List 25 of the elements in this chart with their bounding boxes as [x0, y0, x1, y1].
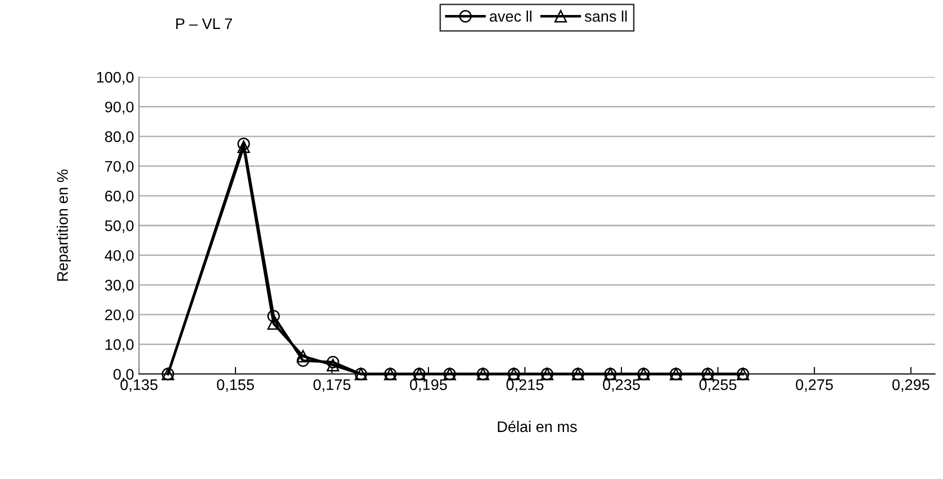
y-tick-label: 40,0 — [104, 250, 134, 263]
y-tick-label: 80,0 — [105, 131, 134, 144]
x-tick-label: 0,175 — [313, 379, 350, 392]
y-axis-title: Repartition en % — [56, 170, 71, 281]
y-tick-label: 90,0 — [105, 102, 134, 114]
y-tick-label: 0,0 — [114, 368, 134, 382]
x-axis-title: Délai en ms — [498, 420, 577, 432]
x-tick-label: 0,155 — [216, 379, 254, 392]
x-tick-label: 0,255 — [699, 379, 736, 392]
y-tick-label: 10,0 — [106, 339, 134, 352]
y-tick-label: 100,0 — [97, 72, 134, 84]
legend-label: sans ll — [584, 10, 627, 22]
y-tick-label: 20,0 — [105, 309, 134, 322]
x-tick-label: 0,215 — [506, 379, 544, 392]
x-tick-label: 0,235 — [602, 379, 640, 392]
y-tick-label: 30,0 — [104, 280, 134, 292]
x-tick-label: 0,275 — [796, 379, 833, 392]
y-tick-label: 50,0 — [105, 220, 134, 233]
chart-title: P – VL 7 — [176, 18, 232, 29]
x-tick-label: 0,135 — [120, 379, 158, 392]
legend-label: avec ll — [490, 10, 532, 22]
x-tick-label: 0,295 — [892, 379, 930, 392]
x-tick-label: 0,195 — [410, 379, 447, 392]
y-tick-label: 60,0 — [105, 190, 134, 204]
y-tick-label: 70,0 — [105, 160, 134, 174]
